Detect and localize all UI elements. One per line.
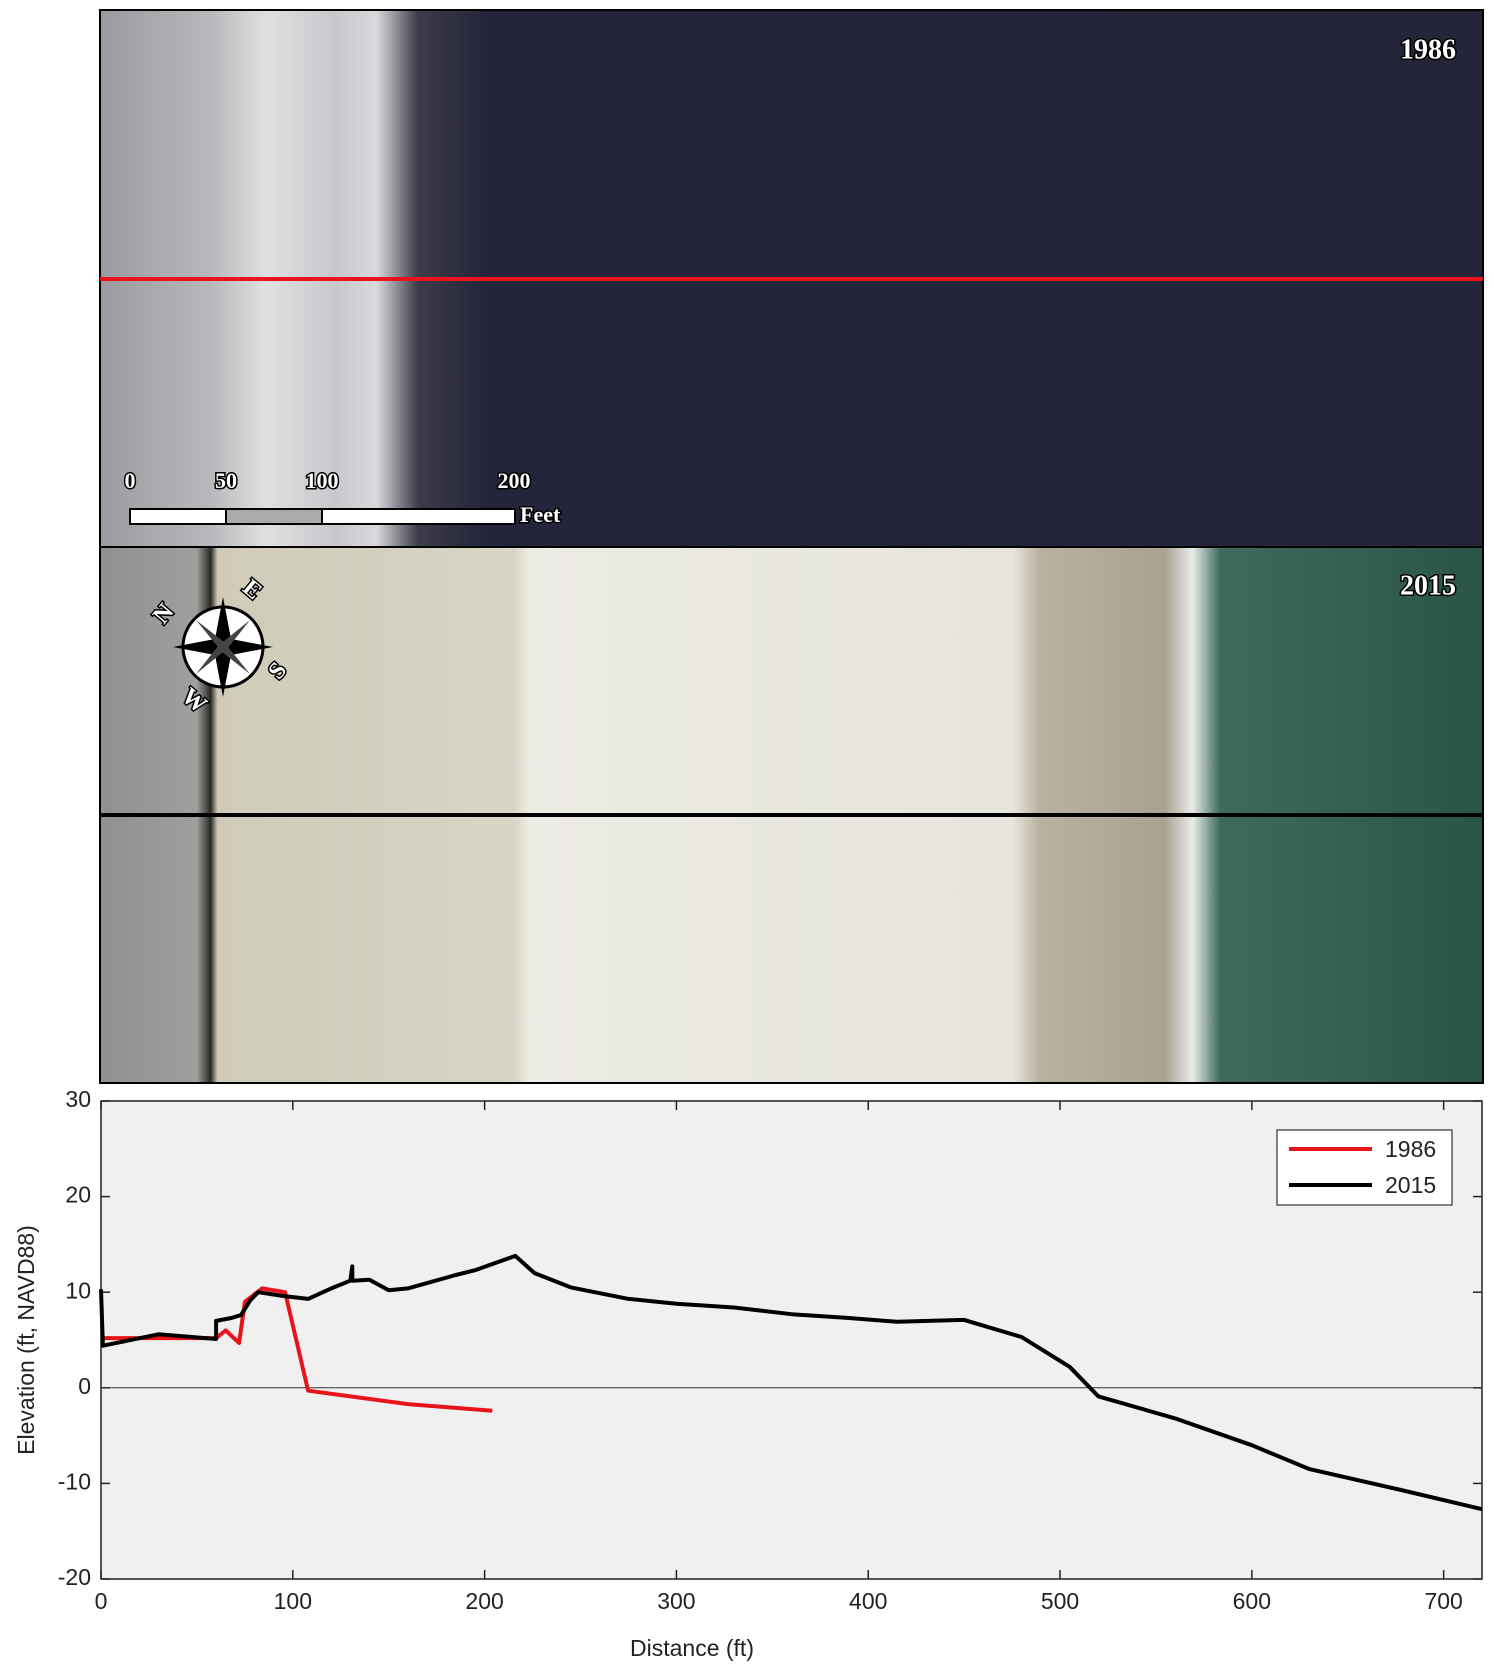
y-tick-label: 10 [65, 1277, 91, 1303]
scale-label: 100 [306, 468, 339, 493]
y-tick-label: -10 [58, 1468, 91, 1494]
legend-box [1276, 1129, 1453, 1206]
legend-label: 2015 [1385, 1172, 1436, 1198]
year-label: 1986 [1400, 34, 1456, 65]
chart: Distance (ft) Elevation (ft, NAVD88) [13, 1100, 1483, 1661]
year-label: 2015 [1400, 570, 1456, 601]
plot-area [100, 1100, 1483, 1580]
x-tick-label: 400 [849, 1588, 887, 1614]
series-line [101, 1286, 493, 1413]
scale-segment [129, 508, 227, 525]
x-tick-label: 700 [1424, 1588, 1462, 1614]
photo-2015: 2015 N E S W [99, 546, 1484, 1084]
y-tick-label: -20 [58, 1564, 91, 1590]
scale-unit: Feet [520, 502, 561, 527]
legend-label: 1986 [1385, 1136, 1436, 1162]
x-tick-label: 100 [274, 1588, 312, 1614]
x-tick-label: 0 [95, 1588, 108, 1614]
x-axis-label: Distance (ft) [630, 1635, 754, 1661]
x-tick-label: 500 [1041, 1588, 1079, 1614]
y-tick-label: 0 [78, 1373, 91, 1399]
scale-segment [225, 508, 323, 525]
x-tick-label: 600 [1233, 1588, 1271, 1614]
scale-segment [321, 508, 516, 525]
series-line [99, 1253, 1483, 1512]
photo-1986: 1986 0 50 100 200 Feet [99, 9, 1484, 548]
y-axis-label: Elevation (ft, NAVD88) [13, 1225, 39, 1455]
y-tick-label: 20 [65, 1182, 91, 1208]
x-tick-label: 200 [465, 1588, 503, 1614]
scale-label: 50 [215, 468, 237, 493]
scale-label: 200 [498, 468, 531, 493]
x-tick-label: 300 [657, 1588, 695, 1614]
y-tick-label: 30 [65, 1086, 91, 1112]
scale-label: 0 [125, 468, 136, 493]
